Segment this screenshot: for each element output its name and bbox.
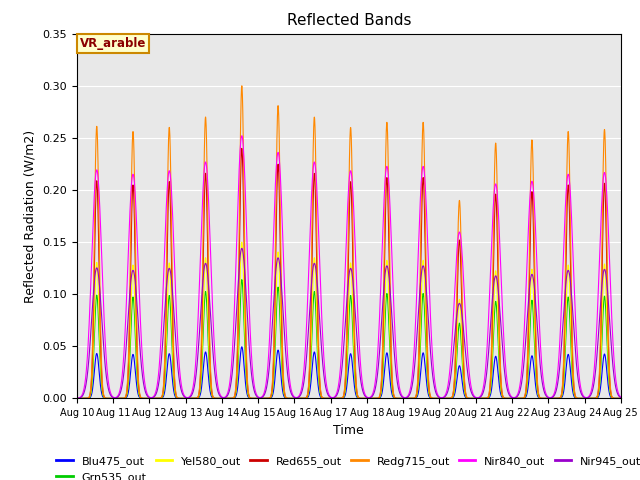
Nir840_out: [617, 394, 625, 400]
Nir840_out: [282, 313, 289, 319]
Redg715_out: [73, 396, 81, 401]
Yel580_out: [305, 383, 313, 389]
Yel580_out: [282, 395, 289, 400]
Yel580_out: [617, 396, 625, 401]
Redg715_out: [607, 383, 614, 388]
Grn535_out: [607, 391, 614, 396]
Grn535_out: [282, 395, 289, 401]
Nir840_out: [167, 182, 175, 188]
Nir840_out: [607, 278, 614, 284]
Red655_out: [305, 375, 313, 381]
Nir945_out: [548, 395, 556, 401]
Yel580_out: [73, 396, 81, 401]
Nir840_out: [548, 394, 556, 400]
Red655_out: [617, 396, 625, 401]
Grn535_out: [548, 396, 556, 401]
Grn535_out: [135, 391, 143, 396]
Nir945_out: [73, 396, 81, 401]
Redg715_out: [167, 196, 175, 202]
Line: Yel580_out: Yel580_out: [77, 242, 621, 398]
Redg715_out: [282, 394, 289, 399]
Blu475_out: [548, 396, 556, 401]
Grn535_out: [238, 277, 246, 283]
Nir945_out: [305, 315, 313, 321]
Nir840_out: [135, 279, 143, 285]
Line: Redg715_out: Redg715_out: [77, 86, 621, 398]
Red655_out: [607, 385, 614, 391]
Yel580_out: [548, 396, 556, 401]
Nir945_out: [607, 328, 614, 334]
Blu475_out: [73, 396, 81, 401]
Yel580_out: [238, 239, 246, 245]
Grn535_out: [617, 396, 625, 401]
Blu475_out: [305, 391, 313, 397]
Text: VR_arable: VR_arable: [80, 37, 146, 50]
Line: Grn535_out: Grn535_out: [77, 280, 621, 398]
Title: Reflected Bands: Reflected Bands: [287, 13, 411, 28]
Nir840_out: [305, 255, 313, 261]
Red655_out: [73, 396, 81, 401]
Blu475_out: [135, 394, 143, 399]
Grn535_out: [305, 386, 313, 392]
Blu475_out: [607, 394, 614, 399]
Line: Blu475_out: Blu475_out: [77, 347, 621, 398]
Grn535_out: [167, 320, 175, 325]
Line: Red655_out: Red655_out: [77, 148, 621, 398]
Red655_out: [238, 145, 246, 151]
Nir840_out: [238, 133, 246, 139]
Red655_out: [135, 385, 143, 391]
Nir945_out: [167, 274, 175, 279]
Y-axis label: Reflected Radiation (W/m2): Reflected Radiation (W/m2): [24, 130, 36, 302]
Yel580_out: [135, 389, 143, 395]
Nir840_out: [73, 396, 81, 401]
Redg715_out: [238, 83, 246, 89]
Red655_out: [548, 396, 556, 401]
Blu475_out: [167, 362, 175, 368]
Nir945_out: [282, 348, 289, 354]
Blu475_out: [238, 344, 246, 350]
Red655_out: [282, 394, 289, 400]
Redg715_out: [305, 371, 313, 376]
Redg715_out: [135, 383, 143, 389]
Blu475_out: [617, 396, 625, 401]
Nir945_out: [238, 245, 246, 251]
Redg715_out: [548, 396, 556, 401]
Grn535_out: [73, 396, 81, 401]
Redg715_out: [617, 396, 625, 401]
Legend: Blu475_out, Grn535_out, Yel580_out, Red655_out, Redg715_out, Nir840_out, Nir945_: Blu475_out, Grn535_out, Yel580_out, Red6…: [52, 451, 640, 480]
Yel580_out: [607, 389, 614, 395]
Nir945_out: [617, 395, 625, 400]
Line: Nir945_out: Nir945_out: [77, 248, 621, 398]
Red655_out: [167, 236, 175, 241]
X-axis label: Time: Time: [333, 424, 364, 437]
Yel580_out: [167, 296, 175, 301]
Line: Nir840_out: Nir840_out: [77, 136, 621, 398]
Nir945_out: [135, 329, 143, 335]
Blu475_out: [282, 395, 289, 401]
